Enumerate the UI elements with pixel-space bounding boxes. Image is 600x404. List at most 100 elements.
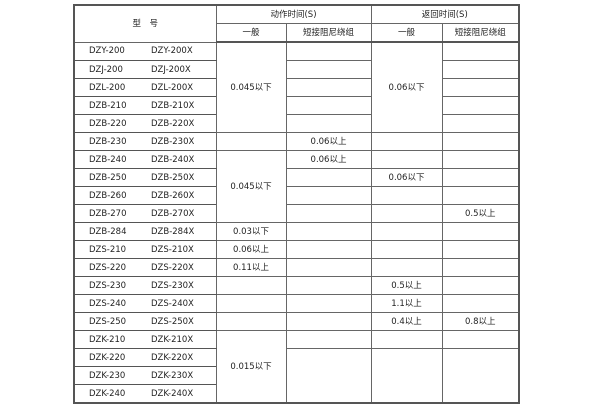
relay-timing-table: 型 号 动作时间(S) 返回时间(S) 一般 短接阻尼绕组 一般 短接阻尼绕组 … [73, 4, 520, 404]
model-name: DZK-210 [89, 334, 126, 345]
return-short-winding-cell [441, 186, 520, 205]
return-general-cell [370, 204, 443, 223]
table-row: DZS-230 DZS-230X 0.5以上 [73, 276, 520, 295]
model-name-x: DZL-200X [151, 82, 194, 93]
return-short-winding-cell [441, 60, 520, 79]
return-general-cell [370, 222, 443, 241]
return-short-winding-cell [441, 168, 520, 187]
return-general-cell [370, 132, 443, 151]
action-general-cell: 0.06以上 [215, 240, 287, 259]
model-cell: DZB-240 DZB-240X [73, 150, 217, 169]
table-row: DZB-270 DZB-270X 0.5以上 [73, 204, 520, 223]
table-row: DZB-210 DZB-210X [73, 96, 520, 115]
model-name: DZS-250 [89, 316, 127, 327]
return-short-winding-cell [441, 96, 520, 115]
model-name: DZS-230 [89, 280, 127, 291]
return-short-winding-cell: 0.8以上 [441, 312, 520, 331]
table-row: DZB-240 DZB-240X 0.045以下 0.06以上 [73, 150, 520, 223]
table-row: DZS-240 DZS-240X 1.1以上 [73, 294, 520, 313]
return-short-winding-cell [441, 222, 520, 241]
model-cell: DZK-240 DZK-240X [73, 384, 217, 404]
model-cell: DZJ-200 DZJ-200X [73, 60, 217, 79]
action-general-cell: 0.045以下 [215, 41, 287, 133]
model-name-x: DZB-260X [151, 190, 195, 201]
model-name-x: DZS-230X [151, 280, 194, 291]
header-return-short-winding: 短接阻尼绕组 [441, 23, 520, 43]
header-action-short-winding: 短接阻尼绕组 [285, 23, 372, 43]
model-cell: DZS-220 DZS-220X [73, 258, 217, 277]
model-name: DZY-200 [89, 46, 125, 57]
table-row: DZS-250 DZS-250X 0.4以上 0.8以上 [73, 312, 520, 331]
table-row: DZS-210 DZS-210X 0.06以上 [73, 240, 520, 259]
table-row: DZJ-200 DZJ-200X [73, 60, 520, 79]
action-general-cell [215, 294, 287, 313]
model-name: DZB-210 [89, 100, 127, 111]
return-general-cell [370, 240, 443, 259]
model-cell: DZB-270 DZB-270X [73, 204, 217, 223]
header-model: 型 号 [73, 4, 217, 43]
table-row: DZY-200 DZY-200X 0.045以下 0.06以下 [73, 41, 520, 133]
model-cell: DZB-250 DZB-250X [73, 168, 217, 187]
model-name: DZS-240 [89, 298, 127, 309]
return-short-winding-cell [441, 78, 520, 97]
header-return-time: 返回时间(S) [370, 4, 520, 24]
action-short-winding-cell [285, 276, 372, 295]
model-name: DZB-240 [89, 154, 127, 165]
return-short-winding-cell [441, 258, 520, 277]
return-short-winding-cell [441, 330, 520, 349]
return-short-winding-cell [441, 294, 520, 313]
return-short-winding-cell [441, 114, 520, 133]
model-name-x: DZB-210X [151, 100, 195, 111]
model-cell: DZY-200 DZY-200X [73, 41, 217, 61]
action-general-cell [215, 312, 287, 331]
model-name-x: DZK-240X [151, 388, 194, 399]
model-cell: DZK-230 DZK-230X [73, 366, 217, 385]
model-name: DZK-220 [89, 352, 126, 363]
model-name-x: DZS-250X [151, 316, 194, 327]
model-cell: DZK-210 DZK-210X [73, 330, 217, 349]
return-general-cell [370, 258, 443, 277]
return-short-winding-cell [441, 276, 520, 295]
action-short-winding-cell [285, 204, 372, 223]
model-name: DZB-220 [89, 118, 127, 129]
action-short-winding-cell [285, 41, 372, 61]
table-row: DZB-230 DZB-230X 0.06以上 [73, 132, 520, 151]
model-name: DZK-230 [89, 370, 126, 381]
return-general-cell: 0.4以上 [370, 312, 443, 331]
return-general-cell: 0.5以上 [370, 276, 443, 295]
action-short-winding-cell [285, 240, 372, 259]
table-row: DZB-260 DZB-260X [73, 186, 520, 205]
table-row: DZS-220 DZS-220X 0.11以上 [73, 258, 520, 277]
table-row: DZB-284 DZB-284X 0.03以下 [73, 222, 520, 241]
action-short-winding-cell [285, 312, 372, 331]
model-name-x: DZJ-200X [151, 64, 191, 75]
model-name: DZB-250 [89, 172, 127, 183]
return-short-winding-cell [441, 348, 520, 404]
action-general-cell [215, 132, 287, 151]
action-general-cell: 0.045以下 [215, 150, 287, 223]
model-cell: DZS-210 DZS-210X [73, 240, 217, 259]
model-name-x: DZB-284X [151, 226, 195, 237]
header-return-general: 一般 [370, 23, 443, 43]
model-name-x: DZS-220X [151, 262, 194, 273]
model-cell: DZK-220 DZK-220X [73, 348, 217, 367]
model-name-x: DZB-270X [151, 208, 195, 219]
table-row: DZB-220 DZB-220X [73, 114, 520, 133]
model-name-x: DZS-240X [151, 298, 194, 309]
table-row: DZB-250 DZB-250X 0.06以下 [73, 168, 520, 187]
action-short-winding-cell [285, 294, 372, 313]
action-general-cell: 0.015以下 [215, 330, 287, 404]
return-general-cell [370, 150, 443, 169]
model-cell: DZB-284 DZB-284X [73, 222, 217, 241]
model-name: DZJ-200 [89, 64, 123, 75]
return-general-cell: 0.06以下 [370, 168, 443, 187]
action-short-winding-cell [285, 222, 372, 241]
action-short-winding-cell [285, 348, 372, 404]
header-action-time: 动作时间(S) [215, 4, 372, 24]
model-cell: DZB-230 DZB-230X [73, 132, 217, 151]
model-name: DZK-240 [89, 388, 126, 399]
return-general-cell [370, 186, 443, 205]
return-short-winding-cell [441, 132, 520, 151]
model-name-x: DZS-210X [151, 244, 194, 255]
model-name-x: DZB-250X [151, 172, 195, 183]
